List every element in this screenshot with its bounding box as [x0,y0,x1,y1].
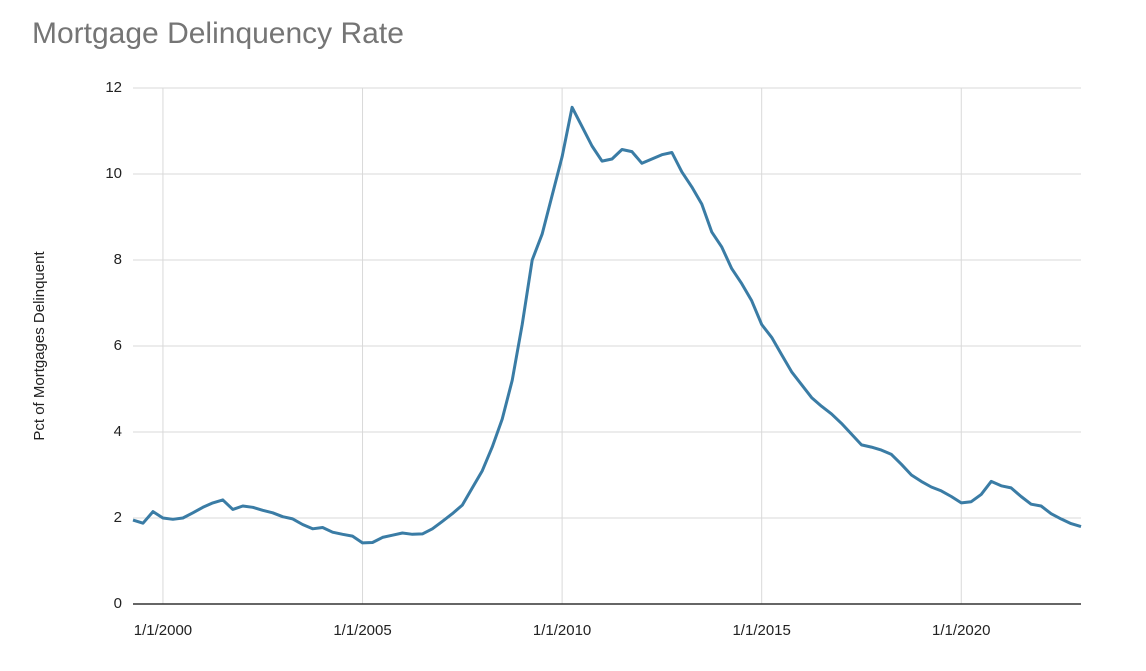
y-tick-label: 2 [114,509,122,526]
chart-title: Mortgage Delinquency Rate [32,17,404,50]
y-tick-label: 12 [105,79,122,96]
x-tick-label: 1/1/2005 [333,622,391,639]
y-tick-label: 6 [114,337,122,354]
x-tick-label: 1/1/2020 [932,622,990,639]
y-tick-label: 4 [114,423,122,440]
y-tick-label: 10 [105,165,122,182]
x-tick-label: 1/1/2015 [732,622,790,639]
x-tick-label: 1/1/2010 [533,622,591,639]
y-tick-label: 8 [114,251,122,268]
data-line [132,105,1082,545]
y-tick-label: 0 [114,595,122,612]
x-tick-label: 1/1/2000 [134,622,192,639]
y-axis-label: Pct of Mortgages Delinquent [31,251,48,441]
